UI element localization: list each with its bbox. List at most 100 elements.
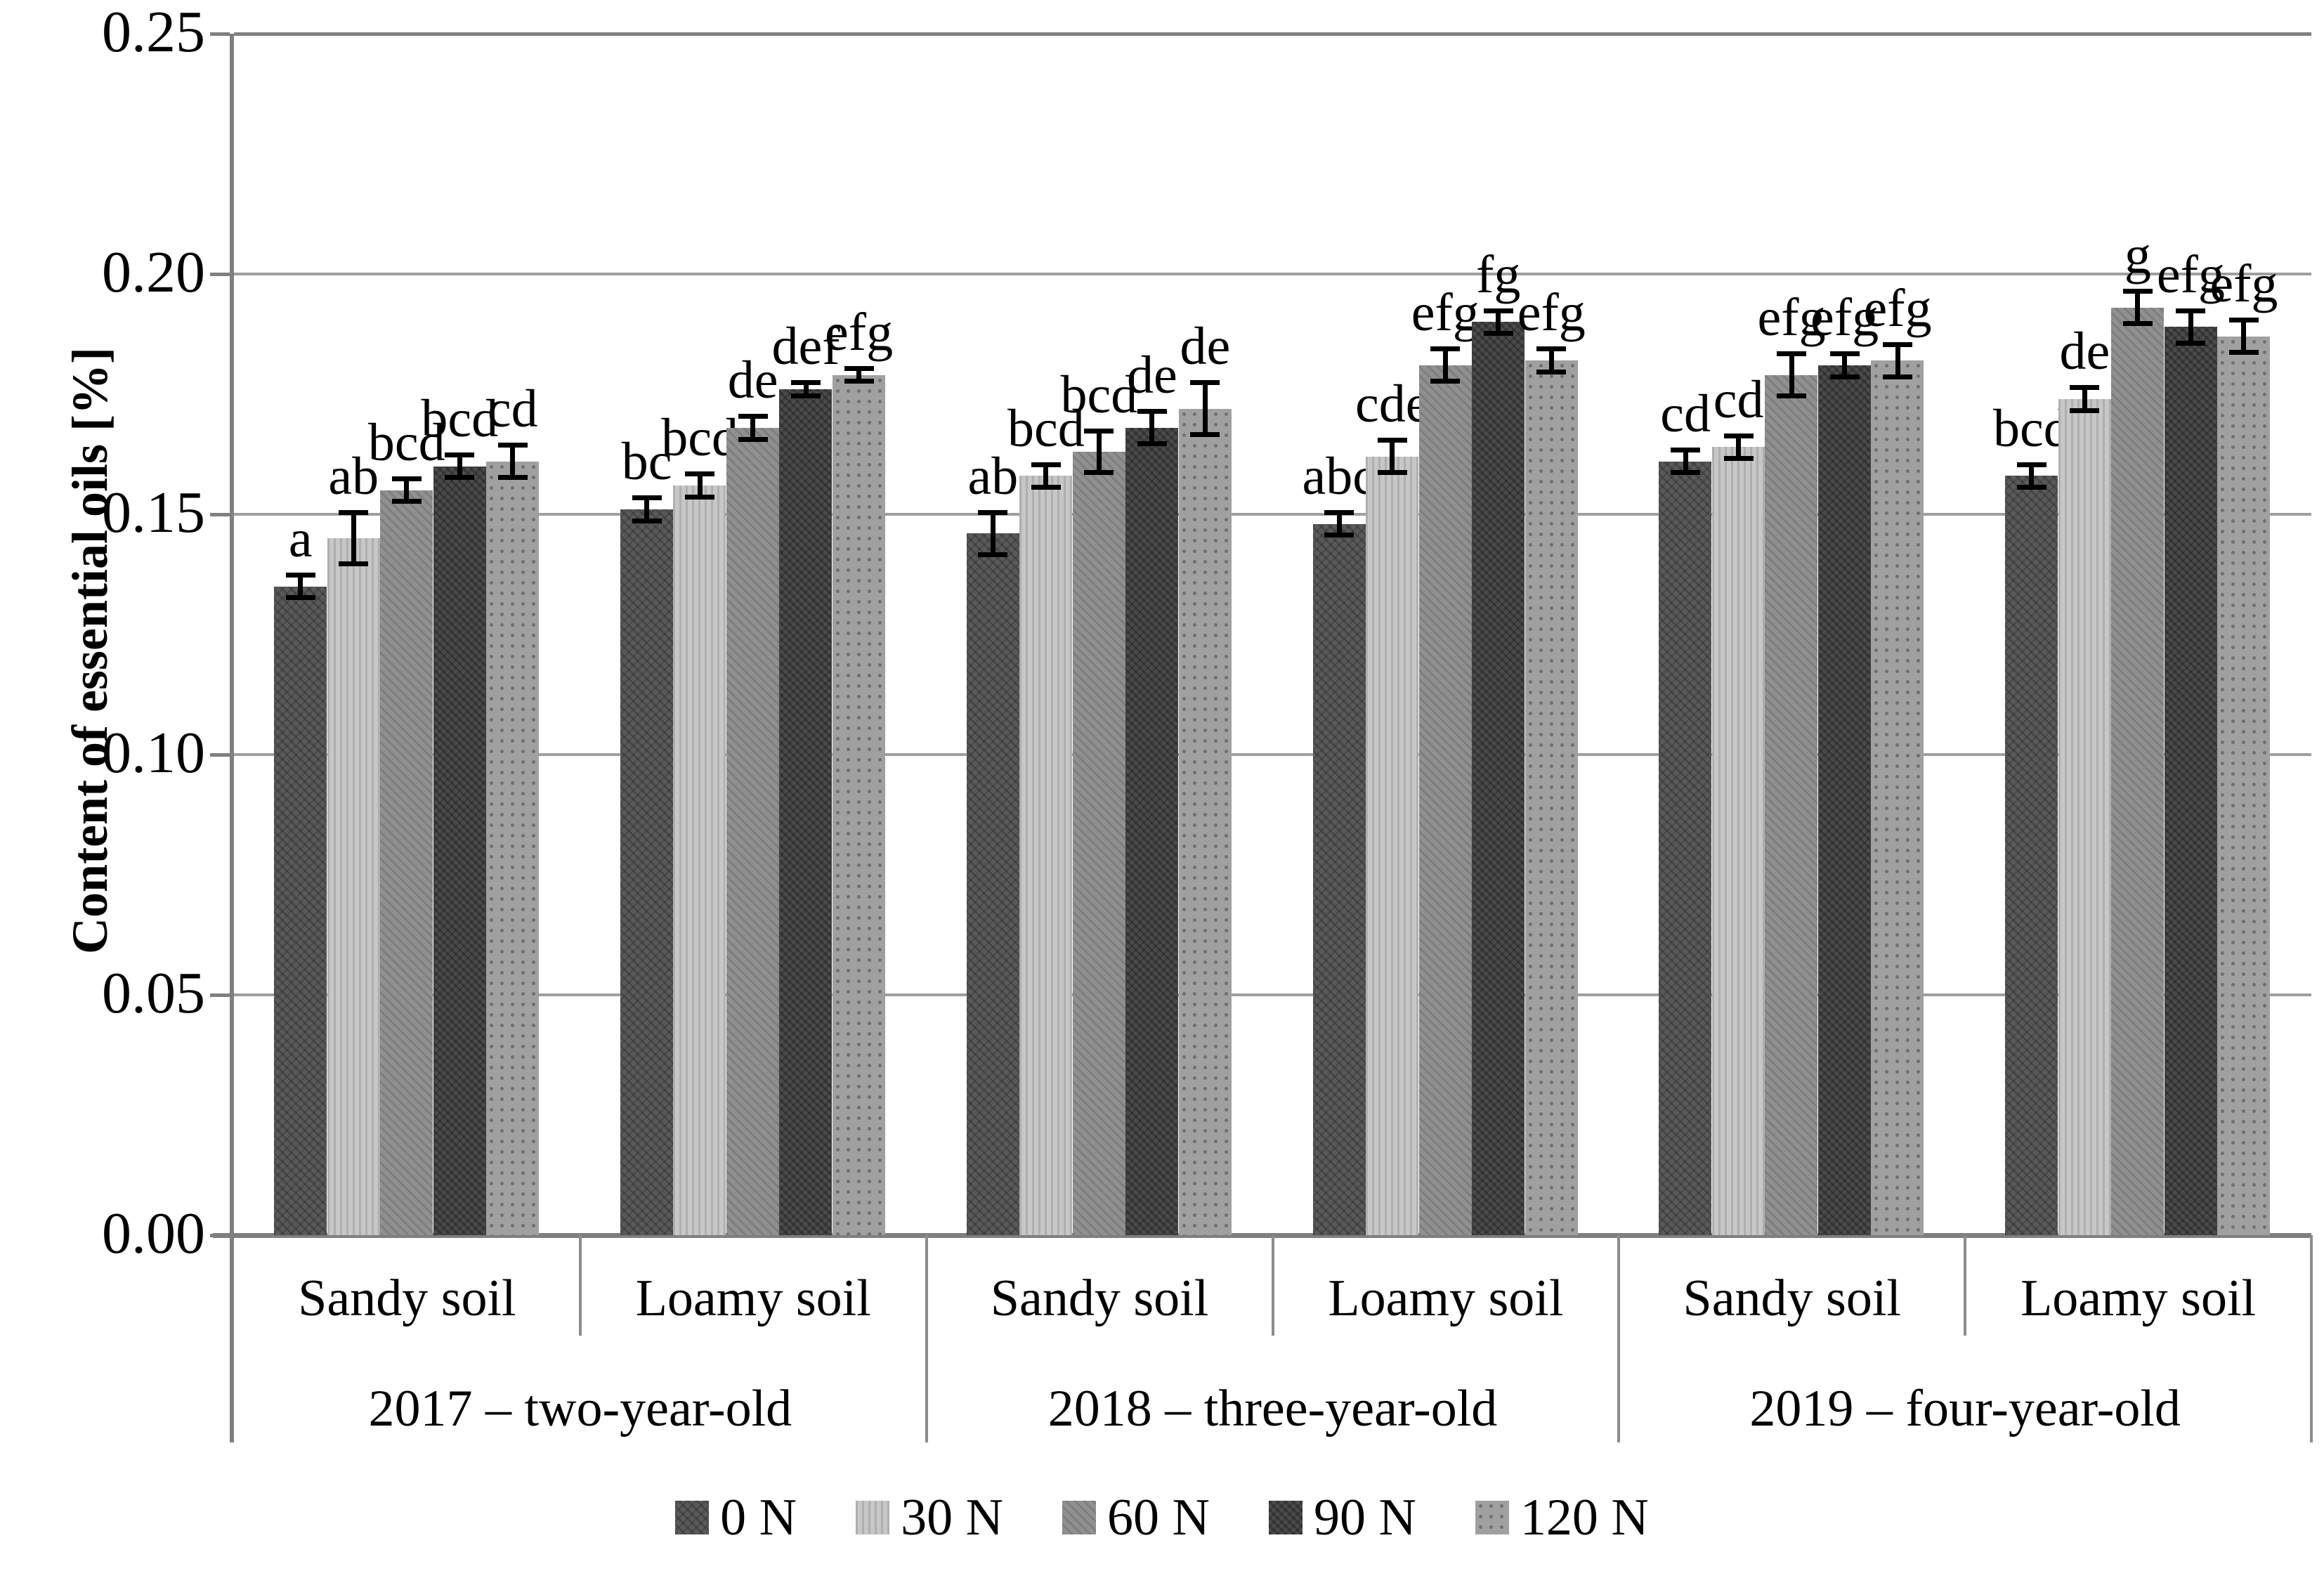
legend-swatch [675, 1501, 710, 1534]
error-bar-stem [1736, 437, 1742, 457]
error-bar-cap-top [1084, 428, 1114, 434]
soil-label: Loamy soil [2021, 1270, 2257, 1327]
legend-item: 30 N [856, 1492, 1003, 1544]
error-bar-stem [803, 384, 809, 394]
error-bar-stem [2135, 293, 2141, 322]
bar [1178, 408, 1232, 1235]
y-tick-label: 0.00 [102, 1201, 205, 1266]
error-bar-stem [298, 576, 303, 597]
error-bar-cap-bottom [1084, 470, 1114, 476]
y-axis-line [230, 34, 234, 1442]
y-tick-label: 0.20 [102, 240, 205, 305]
error-bar-stem [2029, 466, 2035, 485]
significance-letter: abc [1302, 447, 1376, 506]
significance-letter: ab [328, 447, 379, 506]
significance-letter: g [2124, 226, 2151, 285]
error-bar-cap-top [2016, 462, 2046, 467]
significance-letter: efg [1810, 288, 1879, 348]
axis-right-divider [2310, 1235, 2313, 1442]
error-bar-cap-bottom [1723, 455, 1754, 461]
error-bar-stem [1683, 452, 1688, 471]
soil-divider [578, 1235, 582, 1336]
legend-item: 0 N [675, 1492, 797, 1544]
significance-letter: efg [2156, 245, 2225, 304]
y-axis-tick [210, 753, 230, 757]
bar [274, 586, 327, 1235]
error-bar-cap-bottom [738, 436, 768, 442]
legend-label: 0 N [720, 1489, 797, 1546]
error-bar-stem [1895, 346, 1900, 375]
significance-letter: bc [621, 432, 672, 492]
error-bar-stem [1496, 312, 1501, 332]
significance-letter: efg [1517, 283, 1586, 343]
y-tick-label: 0.15 [102, 480, 205, 545]
error-bar-cap-top [1536, 346, 1567, 352]
bar [2111, 307, 2165, 1235]
bar [2058, 398, 2111, 1235]
gridline [234, 32, 2311, 36]
year-divider [925, 1235, 928, 1442]
error-bar-cap-bottom [791, 393, 821, 398]
error-bar-cap-bottom [1377, 470, 1407, 476]
bar [966, 533, 1019, 1235]
error-bar-cap-top [685, 471, 715, 477]
error-bar-cap-top [1031, 462, 1061, 467]
legend-item: 90 N [1268, 1492, 1416, 1544]
error-bar-stem [750, 418, 756, 438]
bar [673, 485, 726, 1235]
error-bar-stem [510, 447, 516, 476]
legend-item: 60 N [1062, 1492, 1210, 1544]
error-bar-cap-bottom [844, 379, 874, 384]
bar [1366, 456, 1418, 1235]
y-tick-label: 0.05 [102, 960, 205, 1026]
bar [779, 389, 833, 1235]
error-bar-cap-bottom [1190, 431, 1220, 437]
y-axis-tick [210, 993, 230, 997]
error-bar-cap-bottom [978, 552, 1008, 557]
error-bar-cap-bottom [2228, 350, 2259, 356]
significance-letter: efg [1863, 278, 1932, 338]
soil-label: Loamy soil [635, 1270, 871, 1327]
error-bar-cap-top [1137, 409, 1167, 415]
bar [832, 374, 885, 1235]
bar [2005, 476, 2058, 1235]
error-bar-stem [457, 456, 462, 476]
error-bar-cap-top [339, 510, 369, 515]
legend-swatch [1268, 1501, 1303, 1534]
bar [380, 490, 433, 1235]
bar [1711, 447, 1765, 1235]
bar [726, 427, 779, 1235]
error-bar-cap-top [1723, 433, 1754, 438]
significance-letter: cde [1355, 374, 1430, 434]
significance-letter: de [2059, 322, 2110, 382]
significance-letter: bcd [421, 389, 499, 448]
error-bar-stem [1096, 432, 1102, 471]
error-bar-cap-bottom [1671, 470, 1701, 476]
error-bar-stem [1202, 384, 1208, 433]
error-bar-cap-top [285, 572, 315, 578]
gridline [234, 513, 2311, 516]
legend-label: 120 N [1520, 1489, 1649, 1546]
error-bar-cap-bottom [685, 494, 715, 500]
error-bar-stem [1842, 356, 1848, 375]
error-bar-stem [644, 500, 650, 519]
significance-letter: efg [825, 302, 894, 362]
significance-letter: def [771, 317, 840, 377]
error-bar-cap-top [791, 380, 821, 386]
error-bar-cap-top [2228, 318, 2259, 323]
error-bar-cap-top [1883, 341, 1913, 347]
legend: 0 N 30 N 60 N 90 N 120 N [0, 1475, 2324, 1560]
bar [433, 466, 486, 1235]
error-bar-stem [697, 476, 703, 495]
significance-letter: cd [1713, 370, 1764, 429]
year-label: 2018 – three-year-old [1047, 1380, 1498, 1438]
error-bar-cap-bottom [2070, 408, 2100, 413]
error-bar-cap-top [2070, 385, 2100, 391]
bar [2164, 327, 2217, 1235]
year-label: 2017 – two-year-old [368, 1380, 792, 1438]
error-bar-cap-bottom [2176, 340, 2206, 346]
error-bar-cap-top [1671, 448, 1701, 453]
bar [1072, 452, 1125, 1235]
bar [1525, 360, 1578, 1235]
error-bar-cap-top [632, 495, 662, 501]
